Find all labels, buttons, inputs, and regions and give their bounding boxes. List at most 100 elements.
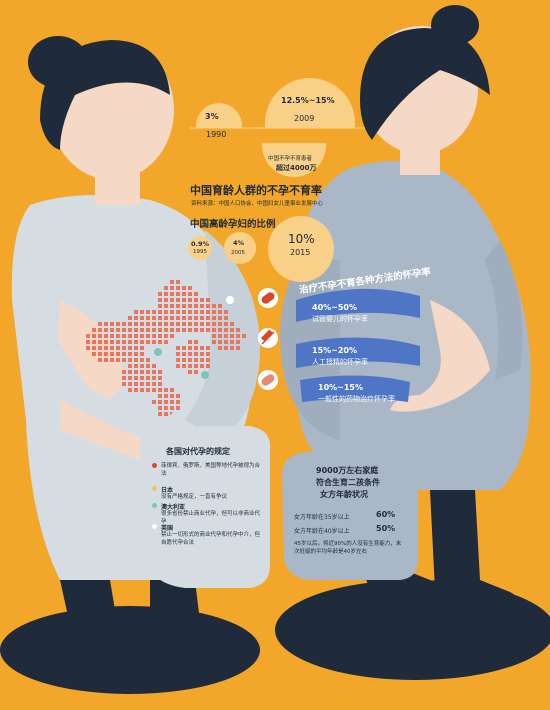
map-dot — [98, 322, 102, 326]
map-dot — [140, 382, 144, 386]
surrogacy-title: 各国对代孕的规定 — [166, 447, 230, 456]
map-dot — [134, 310, 138, 314]
map-dot — [218, 304, 222, 308]
map-dot — [134, 340, 138, 344]
map-dot — [170, 322, 174, 326]
map-dot — [170, 286, 174, 290]
map-dot — [158, 340, 162, 344]
map-dot — [194, 322, 198, 326]
map-dot — [134, 322, 138, 326]
map-dot — [92, 352, 96, 356]
pill-icon — [258, 288, 278, 308]
map-dot — [164, 292, 168, 296]
map-dot — [122, 382, 126, 386]
year-2015: 2015 — [290, 248, 311, 257]
map-dot — [212, 334, 216, 338]
map-dot — [158, 394, 162, 398]
map-dot — [158, 292, 162, 296]
circle-2015 — [268, 216, 334, 282]
map-dot — [194, 364, 198, 368]
map-dot — [224, 346, 228, 350]
map-dot — [128, 370, 132, 374]
map-dot — [182, 298, 186, 302]
map-dot — [206, 328, 210, 332]
map-dot — [194, 358, 198, 362]
surrogacy-country: 英国 — [161, 525, 174, 532]
map-dot — [176, 292, 180, 296]
map-dot — [152, 364, 156, 368]
treatment-pct-1: 40%~50% — [312, 303, 357, 312]
map-dot — [128, 388, 132, 392]
map-dot — [170, 394, 174, 398]
map-dot — [146, 334, 150, 338]
map-dot — [128, 382, 132, 386]
circle-1995 — [188, 236, 212, 260]
map-dot — [236, 340, 240, 344]
year-2005: 2005 — [231, 250, 245, 256]
map-dot — [128, 340, 132, 344]
map-dot — [212, 316, 216, 320]
map-dot — [146, 310, 150, 314]
map-dot — [176, 358, 180, 362]
world-map-dot-pattern — [86, 280, 246, 416]
map-dot — [134, 328, 138, 332]
map-dot — [98, 340, 102, 344]
map-dot — [170, 292, 174, 296]
map-dot — [188, 292, 192, 296]
map-dot — [206, 358, 210, 362]
map-dot — [176, 394, 180, 398]
map-dot — [152, 400, 156, 404]
surrogacy-text: 菲律宾、俄罗斯、美国等地代孕被视为合法 — [161, 463, 261, 477]
treatment-label-1: 试管婴儿的怀孕率 — [312, 315, 368, 323]
map-dot — [122, 328, 126, 332]
map-dot — [194, 316, 198, 320]
treatment-label-2: 人工授精的怀孕率 — [312, 358, 368, 366]
map-dot — [176, 328, 180, 332]
map-dot — [236, 346, 240, 350]
map-dot — [92, 328, 96, 332]
map-dot — [188, 340, 192, 344]
map-dot — [224, 322, 228, 326]
map-dot — [188, 322, 192, 326]
surrogacy-text: 很多省份禁止商业代孕，但可以非商业代孕 — [161, 511, 261, 525]
map-dot — [176, 364, 180, 368]
map-dot — [212, 340, 216, 344]
year-1990: 1990 — [206, 130, 227, 139]
map-dot — [158, 388, 162, 392]
map-dot — [86, 334, 90, 338]
map-dot — [212, 304, 216, 308]
map-dot — [206, 322, 210, 326]
map-dot — [182, 364, 186, 368]
map-dot — [188, 370, 192, 374]
map-dot — [176, 322, 180, 326]
map-dot — [122, 346, 126, 350]
surrogacy-text: 没有严格规定，一直有争议 — [161, 494, 228, 500]
map-dot — [152, 388, 156, 392]
map-dot — [146, 322, 150, 326]
map-dot — [194, 310, 198, 314]
map-dot — [176, 316, 180, 320]
map-dot — [182, 358, 186, 362]
map-dot — [200, 358, 204, 362]
map-dot — [140, 376, 144, 380]
map-dot — [164, 322, 168, 326]
map-dot — [92, 346, 96, 350]
map-dot — [98, 346, 102, 350]
map-dot — [200, 346, 204, 350]
second-child-note: 45岁以后，将近90%的人没有生育能力，末次妊娠的平均年龄是40岁左右 — [294, 541, 402, 555]
map-dot — [182, 346, 186, 350]
map-dot — [98, 358, 102, 362]
map-dot — [104, 328, 108, 332]
map-dot — [164, 340, 168, 344]
map-dot — [218, 334, 222, 338]
map-dot — [236, 334, 240, 338]
map-dot — [164, 304, 168, 308]
map-dot — [152, 310, 156, 314]
map-dot — [122, 376, 126, 380]
age35-value: 60% — [376, 510, 396, 519]
map-dot — [122, 352, 126, 356]
map-dot — [176, 310, 180, 314]
map-dot — [98, 352, 102, 356]
map-dot — [182, 322, 186, 326]
